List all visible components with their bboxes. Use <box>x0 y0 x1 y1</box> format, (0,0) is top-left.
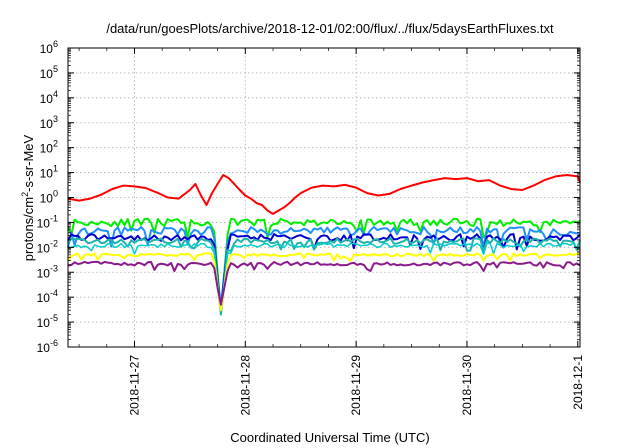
y-tick-base: 10 <box>37 316 51 330</box>
y-axis-title-part2: -s-sr-MeV <box>21 134 36 191</box>
series-line-3 <box>67 226 581 309</box>
y-tick-label: 10-4 <box>37 288 58 305</box>
series-line-1 <box>67 174 581 215</box>
y-tick-label: 101 <box>40 164 58 181</box>
series-line-2 <box>67 217 581 312</box>
x-axis: 2018-11-27 2018-11-28 2018-11-29 2018-11-30… <box>78 48 585 416</box>
y-tick-exponent: 1 <box>53 164 58 174</box>
y-tick-base: 10 <box>40 117 54 131</box>
grid-lines <box>68 48 580 347</box>
y-tick-base: 10 <box>40 42 54 56</box>
y-tick-label: 10-5 <box>37 313 58 330</box>
x-axis-title: Coordinated Universal Time (UTC) <box>230 430 429 445</box>
y-tick-base: 10 <box>37 341 51 355</box>
y-axis-title-sup: 2 <box>20 192 30 197</box>
y-tick-base: 10 <box>37 291 51 305</box>
y-tick-exponent: 0 <box>53 189 58 199</box>
y-tick-base: 10 <box>37 266 51 280</box>
y-tick-base: 10 <box>40 192 54 206</box>
y-tick-exponent: -5 <box>50 313 58 323</box>
x-tick-label: 2018-11-28 <box>238 355 252 416</box>
series-line-8 <box>67 260 581 306</box>
series-line-5 <box>67 237 581 316</box>
y-tick-exponent: 5 <box>53 64 58 74</box>
y-tick-label: 10-1 <box>37 213 58 230</box>
x-tick-label: 2018-12-1 <box>571 355 585 410</box>
y-tick-base: 10 <box>40 142 54 156</box>
y-tick-label: 106 <box>40 39 58 56</box>
y-tick-exponent: 2 <box>53 139 58 149</box>
y-tick-label: 10-2 <box>37 238 58 255</box>
y-tick-label: 102 <box>40 139 58 156</box>
series-line-6 <box>67 242 581 311</box>
y-tick-base: 10 <box>37 216 51 230</box>
y-axis-title-part1: protons/cm <box>21 197 36 261</box>
x-tick-label: 2018-11-30 <box>460 355 474 416</box>
y-tick-base: 10 <box>40 92 54 106</box>
y-tick-base: 10 <box>40 67 54 81</box>
y-tick-exponent: -3 <box>50 263 58 273</box>
y-tick-label: 100 <box>40 189 58 206</box>
chart-title: /data/run/goesPlots/archive/2018-12-01/0… <box>106 21 554 36</box>
y-tick-exponent: -4 <box>50 288 58 298</box>
y-axis-title: protons/cm2-s-sr-MeV <box>20 134 36 261</box>
y-axis: 10-610-510-410-310-210-11001011021031041… <box>37 39 580 355</box>
x-tick-label: 2018-11-27 <box>127 355 141 416</box>
series-line-7 <box>67 252 581 312</box>
y-tick-exponent: 6 <box>53 39 58 49</box>
y-tick-label: 104 <box>40 89 58 106</box>
y-tick-label: 103 <box>40 114 58 131</box>
y-tick-base: 10 <box>40 167 54 181</box>
y-tick-label: 10-3 <box>37 263 58 280</box>
x-tick-label: 2018-11-29 <box>349 355 363 416</box>
y-tick-exponent: -2 <box>50 238 58 248</box>
y-tick-exponent: 3 <box>53 114 58 124</box>
series-lines <box>67 174 581 316</box>
y-tick-exponent: -6 <box>50 338 58 348</box>
y-tick-exponent: 4 <box>53 89 58 99</box>
y-tick-base: 10 <box>37 241 51 255</box>
y-tick-label: 10-6 <box>37 338 58 355</box>
y-tick-exponent: -1 <box>50 213 58 223</box>
y-tick-label: 105 <box>40 64 58 81</box>
